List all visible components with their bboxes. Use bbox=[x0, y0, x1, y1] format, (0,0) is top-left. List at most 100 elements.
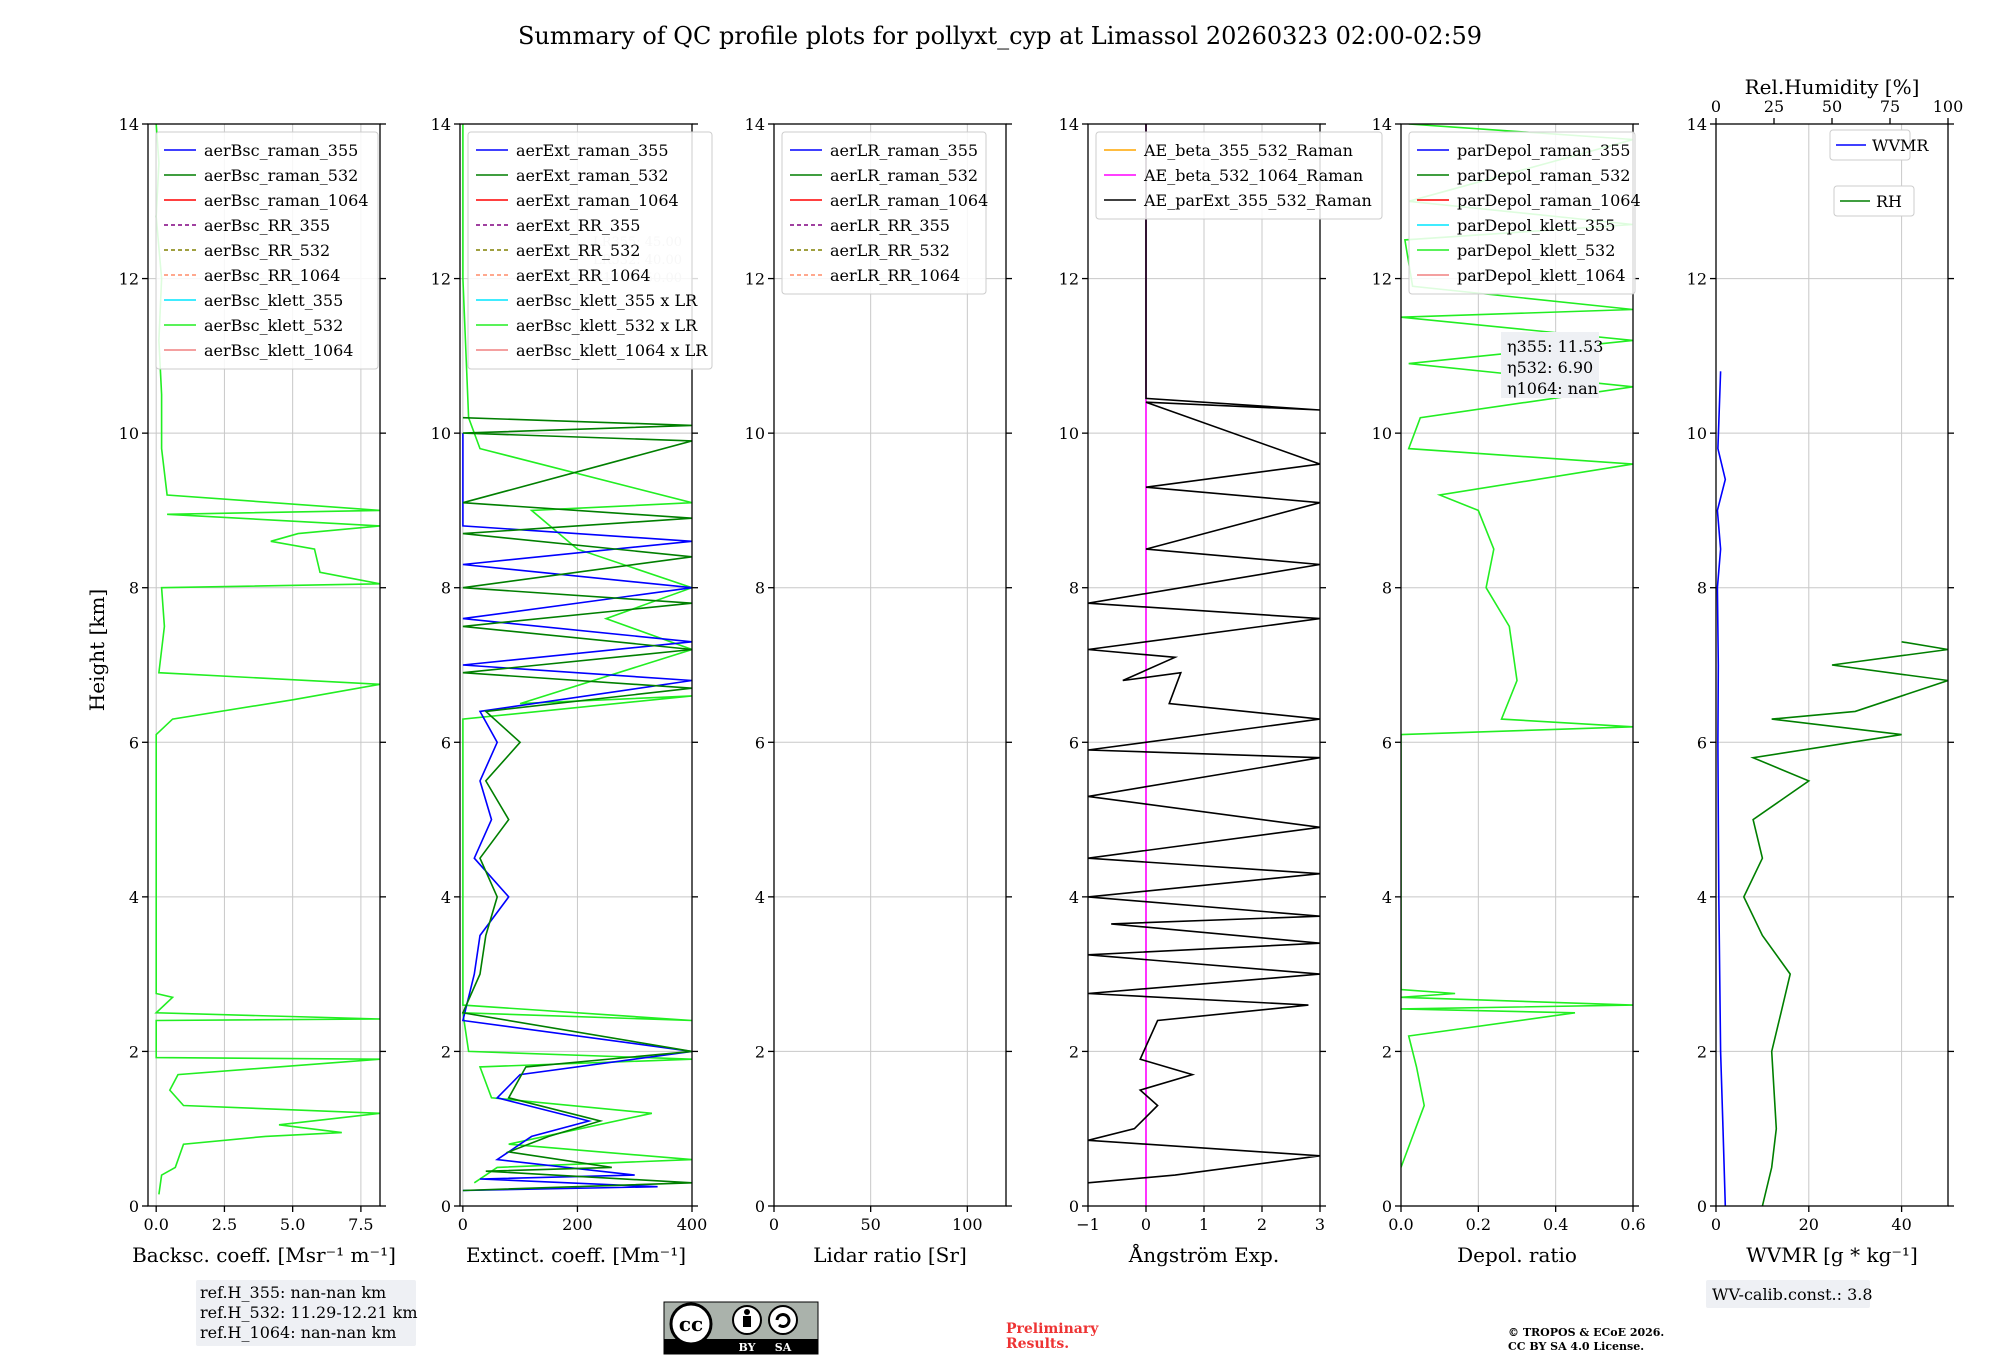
x-axis-label: Depol. ratio bbox=[1457, 1243, 1577, 1267]
legend-label: aerLR_raman_532 bbox=[830, 166, 978, 185]
legend-label: aerBsc_klett_355 x LR bbox=[516, 291, 698, 310]
x-axis-label: Backsc. coeff. [Msr⁻¹ m⁻¹] bbox=[132, 1243, 396, 1267]
y-tick-label: 0 bbox=[1697, 1197, 1707, 1216]
copyright-line-2: CC BY SA 4.0 License. bbox=[1508, 1340, 1644, 1353]
x-tick-label: −1 bbox=[1076, 1215, 1100, 1234]
ref-height-532: ref.H_532: 11.29-12.21 km bbox=[200, 1303, 418, 1322]
y-tick-label: 2 bbox=[1069, 1042, 1079, 1061]
cc-icon bbox=[669, 1302, 713, 1346]
panel-lr: 0 2 4 6 8 10 12 14 0 50 100 Lidar ratio [Sr] aerLR_r… bbox=[745, 115, 1012, 1267]
series-parDepol_klett_532 bbox=[1401, 124, 1633, 1168]
series-WVMR bbox=[1716, 371, 1727, 1206]
x-tick-label: 3 bbox=[1315, 1215, 1325, 1234]
legend-label: RH bbox=[1876, 192, 1902, 211]
legend-label: aerExt_raman_355 bbox=[516, 141, 669, 160]
series-aerBsc_klett_532 bbox=[154, 124, 380, 1195]
y-tick-label: 8 bbox=[441, 579, 451, 598]
plot-frame bbox=[147, 123, 381, 1207]
top-x-tick-label: 50 bbox=[1822, 97, 1842, 116]
legend-label: aerBsc_raman_355 bbox=[204, 141, 358, 160]
y-tick-label: 8 bbox=[755, 579, 765, 598]
legend-label: parDepol_klett_355 bbox=[1457, 216, 1615, 235]
legend-label: parDepol_raman_355 bbox=[1457, 141, 1630, 160]
legend-box bbox=[1829, 129, 1911, 161]
series-aerExt_raman_532 bbox=[461, 416, 692, 1192]
results-label: Results. bbox=[1006, 1336, 1069, 1352]
series-AE_parExt_355_532_Raman bbox=[1088, 124, 1320, 1184]
x-tick-label: 0.0 bbox=[1388, 1215, 1413, 1234]
y-tick-label: 14 bbox=[431, 115, 451, 134]
sa-share-icon bbox=[768, 1305, 798, 1335]
plot-frame bbox=[459, 123, 693, 1207]
y-tick-label: 2 bbox=[1382, 1042, 1392, 1061]
y-tick-label: 6 bbox=[129, 733, 139, 752]
y-tick-label: 10 bbox=[1059, 424, 1079, 443]
eta-annotation: η1064: nan bbox=[1507, 379, 1598, 398]
y-tick-label: 12 bbox=[431, 270, 451, 289]
legend-box bbox=[155, 131, 379, 370]
sa-label: SA bbox=[775, 1341, 792, 1354]
legend-label: aerBsc_raman_532 bbox=[204, 166, 358, 185]
y-tick-label: 8 bbox=[1697, 579, 1707, 598]
y-tick-label: 14 bbox=[1059, 115, 1079, 134]
wv-calib-box: WV-calib.const.: 3.8 bbox=[1706, 1280, 1873, 1308]
y-tick-label: 12 bbox=[1687, 270, 1707, 289]
x-tick-label: 2 bbox=[1257, 1215, 1267, 1234]
y-tick-label: 2 bbox=[755, 1042, 765, 1061]
y-tick-label: 10 bbox=[431, 424, 451, 443]
top-x-tick-label: 25 bbox=[1764, 97, 1784, 116]
x-tick-label: 40 bbox=[1891, 1215, 1911, 1234]
y-tick-label: 12 bbox=[1372, 270, 1392, 289]
y-tick-label: 0 bbox=[441, 1197, 451, 1216]
y-tick-label: 2 bbox=[441, 1042, 451, 1061]
y-tick-label: 4 bbox=[129, 888, 139, 907]
legend-label: aerExt_raman_1064 bbox=[516, 191, 679, 210]
ref-height-1064: ref.H_1064: nan-nan km bbox=[200, 1323, 396, 1342]
wv-calib-text: WV-calib.const.: 3.8 bbox=[1712, 1285, 1873, 1304]
legend-label: aerBsc_klett_355 bbox=[204, 291, 343, 310]
y-tick-label: 4 bbox=[1382, 888, 1392, 907]
eta-box bbox=[1501, 332, 1599, 398]
y-tick-label: 6 bbox=[441, 733, 451, 752]
legend-box bbox=[1408, 131, 1636, 295]
legend-label: aerBsc_klett_1064 bbox=[204, 341, 353, 360]
legend-label: aerLR_RR_1064 bbox=[830, 266, 960, 285]
legend-label: aerBsc_RR_355 bbox=[204, 216, 330, 235]
y-tick-label: 12 bbox=[745, 270, 765, 289]
legend-box bbox=[467, 131, 713, 370]
eta-annotation: η355: 11.53 bbox=[1507, 337, 1603, 356]
y-tick-label: 0 bbox=[1069, 1197, 1079, 1216]
legend-label: aerLR_raman_355 bbox=[830, 141, 978, 160]
preliminary-label: Preliminary bbox=[1006, 1321, 1099, 1337]
x-tick-label: 0.4 bbox=[1543, 1215, 1568, 1234]
y-tick-label: 14 bbox=[745, 115, 765, 134]
top-x-tick-label: 0 bbox=[1711, 97, 1721, 116]
plot-frame bbox=[1400, 123, 1634, 1207]
y-tick-label: 4 bbox=[441, 888, 451, 907]
figure-title: Summary of QC profile plots for pollyxt_… bbox=[518, 22, 1482, 50]
plot-frame bbox=[773, 123, 1007, 1207]
y-tick-label: 14 bbox=[1687, 115, 1707, 134]
y-tick-label: 6 bbox=[1697, 733, 1707, 752]
legend-label: AE_beta_355_532_Raman bbox=[1143, 141, 1353, 160]
series-RH bbox=[1742, 641, 1948, 1206]
x-tick-label: 5.0 bbox=[280, 1215, 305, 1234]
legend-label: AE_beta_532_1064_Raman bbox=[1143, 166, 1363, 185]
cc-icon-text: cc bbox=[679, 1312, 703, 1336]
panel-ext: 0 2 4 6 8 10 12 14 0 200 400 Extinct. coeff. [Mm⁻¹]… bbox=[431, 115, 713, 1267]
x-axis-label: Lidar ratio [Sr] bbox=[813, 1243, 967, 1267]
legend-label: aerBsc_klett_532 x LR bbox=[516, 316, 698, 335]
y-tick-label: 6 bbox=[1382, 733, 1392, 752]
copyright-line-1: © TROPOS & ECoE 2026. bbox=[1508, 1326, 1664, 1339]
series-aerBsc_klett_532 x LR bbox=[461, 124, 692, 1184]
y-tick-label: 10 bbox=[745, 424, 765, 443]
legend-label: aerBsc_klett_1064 x LR bbox=[516, 341, 708, 360]
legend-label: aerExt_RR_532 bbox=[516, 241, 640, 260]
x-axis-label: WVMR [g * kg⁻¹] bbox=[1746, 1243, 1918, 1267]
y-tick-label: 12 bbox=[1059, 270, 1079, 289]
x-tick-label: 50 bbox=[860, 1215, 880, 1234]
legend-label: WVMR bbox=[1872, 136, 1929, 155]
